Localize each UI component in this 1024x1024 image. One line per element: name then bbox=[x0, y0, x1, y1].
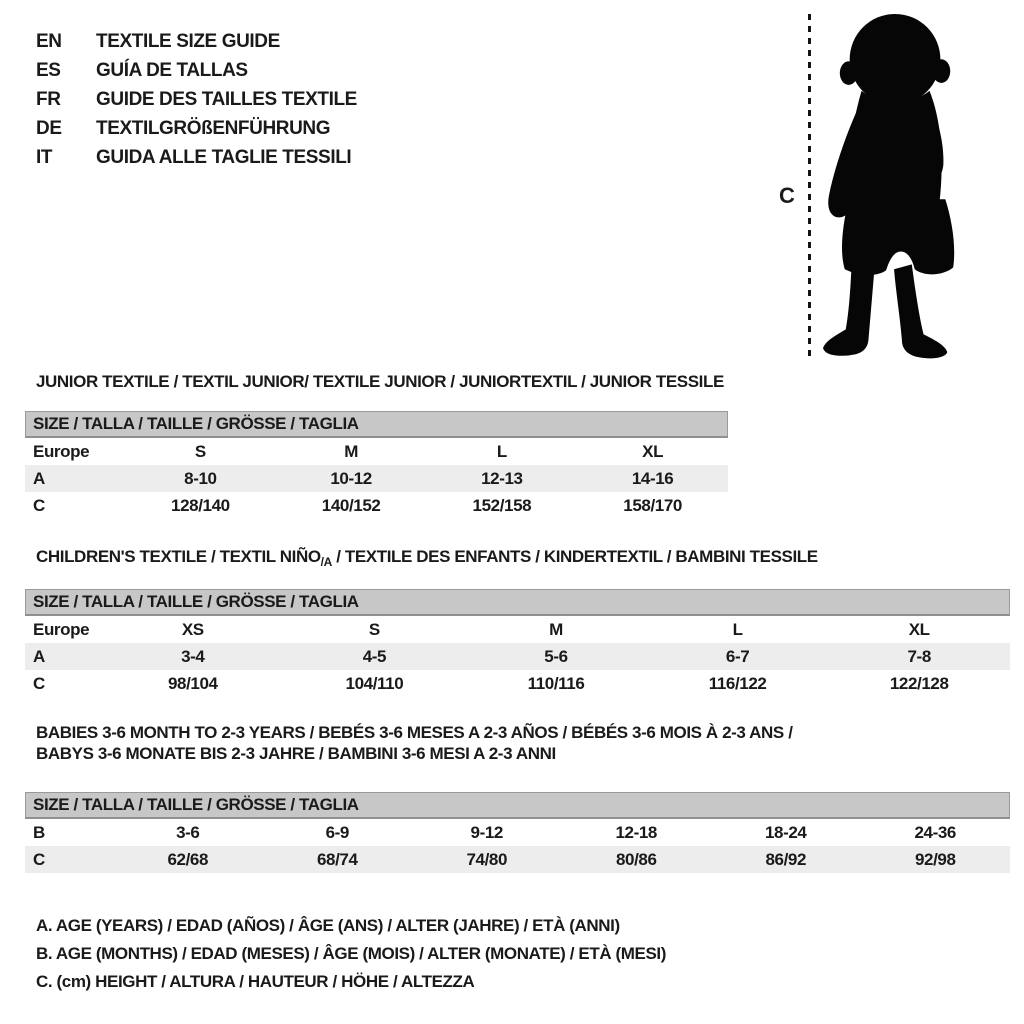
size-value: 68/74 bbox=[316, 850, 358, 869]
size-value: 10-12 bbox=[330, 469, 372, 488]
table-row: A 8-10 10-12 12-13 14-16 bbox=[25, 465, 728, 492]
children-size-table: SIZE / TALLA / TAILLE / GRÖSSE / TAGLIA … bbox=[25, 589, 1010, 697]
size-value: 110/116 bbox=[527, 674, 585, 693]
size-value: 3-4 bbox=[181, 647, 205, 666]
language-row: ES GUÍA DE TALLAS bbox=[36, 56, 357, 85]
size-value: 98/104 bbox=[167, 674, 218, 693]
size-value: 18-24 bbox=[765, 823, 807, 842]
babies-section-heading: BABIES 3-6 MONTH TO 2-3 YEARS / BEBÉS 3-… bbox=[36, 722, 793, 764]
size-value: 4-5 bbox=[362, 647, 387, 666]
size-value: XL bbox=[908, 620, 930, 639]
row-label: Europe bbox=[33, 620, 90, 639]
size-header-bar: SIZE / TALLA / TAILLE / GRÖSSE / TAGLIA bbox=[25, 589, 1010, 616]
size-value: S bbox=[194, 442, 206, 461]
size-value: XL bbox=[642, 442, 664, 461]
table-row: C 128/140 140/152 152/158 158/170 bbox=[25, 492, 728, 519]
size-header-bar: SIZE / TALLA / TAILLE / GRÖSSE / TAGLIA bbox=[25, 411, 728, 438]
row-label: C bbox=[33, 674, 45, 693]
size-value: 62/68 bbox=[167, 850, 209, 869]
row-label: C bbox=[33, 496, 45, 515]
size-value: 122/128 bbox=[889, 674, 949, 693]
size-value: 86/92 bbox=[765, 850, 807, 869]
language-code: ES bbox=[36, 59, 61, 81]
table-row: Europe XS S M L XL bbox=[25, 616, 1010, 643]
size-value: 7-8 bbox=[907, 647, 932, 666]
table-row: Europe S M L XL bbox=[25, 438, 728, 465]
language-code: FR bbox=[36, 88, 61, 110]
babies-heading-line2: BABYS 3-6 MONATE BIS 2-3 JAHRE / BAMBINI… bbox=[36, 744, 556, 763]
height-measure-label: C bbox=[779, 183, 795, 208]
size-value: 74/80 bbox=[466, 850, 508, 869]
babies-heading-line1: BABIES 3-6 MONTH TO 2-3 YEARS / BEBÉS 3-… bbox=[36, 723, 793, 742]
children-heading-text-rest: / TEXTILE DES ENFANTS / KINDERTEXTIL / B… bbox=[331, 547, 818, 566]
language-title-list: EN TEXTILE SIZE GUIDE ES GUÍA DE TALLAS FR GU… bbox=[36, 27, 357, 172]
size-header-bar: SIZE / TALLA / TAILLE / GRÖSSE / TAGLIA bbox=[25, 792, 1010, 819]
size-value: S bbox=[368, 620, 380, 639]
language-row: DE TEXTILGRÖßENFÜHRUNG bbox=[36, 114, 357, 143]
size-value: 14-16 bbox=[631, 469, 674, 488]
children-heading-subscript: /A bbox=[320, 555, 333, 569]
toddler-silhouette-icon bbox=[823, 13, 955, 359]
row-label: C bbox=[33, 850, 45, 869]
size-value: 5-6 bbox=[544, 647, 568, 666]
size-value: 6-7 bbox=[725, 647, 750, 666]
children-heading-text: CHILDREN'S TEXTILE / TEXTIL NIÑO bbox=[36, 547, 321, 566]
guide-title: GUIDE DES TAILLES TEXTILE bbox=[96, 88, 357, 110]
size-value: M bbox=[549, 620, 563, 639]
language-code: DE bbox=[36, 117, 62, 139]
guide-title: TEXTILE SIZE GUIDE bbox=[96, 30, 280, 52]
height-dotted-line bbox=[808, 14, 811, 356]
size-value: 9-12 bbox=[470, 823, 504, 842]
size-value: 104/110 bbox=[345, 674, 404, 693]
size-value: L bbox=[732, 620, 743, 639]
size-value: 140/152 bbox=[321, 496, 381, 515]
junior-size-table: SIZE / TALLA / TAILLE / GRÖSSE / TAGLIA … bbox=[25, 411, 728, 519]
row-label: A bbox=[33, 469, 45, 488]
size-value: 152/158 bbox=[472, 496, 532, 515]
size-value: 12-13 bbox=[481, 469, 523, 488]
size-value: 128/140 bbox=[171, 496, 230, 515]
language-row: FR GUIDE DES TAILLES TEXTILE bbox=[36, 85, 357, 114]
size-value: L bbox=[496, 442, 507, 461]
size-value: 8-10 bbox=[184, 469, 217, 488]
note-line: A. AGE (YEARS) / EDAD (AÑOS) / ÂGE (ANS)… bbox=[36, 916, 620, 935]
size-value: M bbox=[344, 442, 358, 461]
table-row: A 3-4 4-5 5-6 6-7 7-8 bbox=[25, 643, 1010, 670]
junior-section-heading: JUNIOR TEXTILE / TEXTIL JUNIOR/ TEXTILE … bbox=[36, 372, 724, 391]
size-value: XS bbox=[181, 620, 204, 639]
note-line: B. AGE (MONTHS) / EDAD (MESES) / ÂGE (MO… bbox=[36, 944, 666, 963]
language-row: EN TEXTILE SIZE GUIDE bbox=[36, 27, 357, 56]
size-value: 12-18 bbox=[615, 823, 658, 842]
size-value: 3-6 bbox=[176, 823, 200, 842]
row-label: Europe bbox=[33, 442, 90, 461]
table-row: B 3-6 6-9 9-12 12-18 18-24 24-36 bbox=[25, 819, 1010, 846]
note-line: C. (cm) HEIGHT / ALTURA / HAUTEUR / HÖHE… bbox=[36, 972, 475, 991]
babies-size-table: SIZE / TALLA / TAILLE / GRÖSSE / TAGLIA … bbox=[25, 792, 1010, 873]
size-value: 6-9 bbox=[325, 823, 350, 842]
guide-title: TEXTILGRÖßENFÜHRUNG bbox=[96, 117, 331, 139]
guide-title: GUIDA ALLE TAGLIE TESSILI bbox=[96, 146, 352, 168]
size-value: 24-36 bbox=[914, 823, 957, 842]
language-code: EN bbox=[36, 30, 62, 52]
size-value: 92/98 bbox=[914, 850, 956, 869]
language-code: IT bbox=[36, 146, 53, 168]
guide-title: GUÍA DE TALLAS bbox=[96, 59, 248, 81]
size-value: 80/86 bbox=[615, 850, 657, 869]
size-value: 158/170 bbox=[623, 496, 682, 515]
legend-notes: A. AGE (YEARS) / EDAD (AÑOS) / ÂGE (ANS)… bbox=[36, 912, 666, 996]
size-value: 116/122 bbox=[708, 674, 767, 693]
language-row: IT GUIDA ALLE TAGLIE TESSILI bbox=[36, 143, 357, 172]
row-label: A bbox=[33, 647, 45, 666]
table-row: C 62/68 68/74 74/80 80/86 86/92 92/98 bbox=[25, 846, 1010, 873]
row-label: B bbox=[33, 823, 45, 842]
table-row: C 98/104 104/110 110/116 116/122 122/128 bbox=[25, 670, 1010, 697]
children-section-heading: CHILDREN'S TEXTILE / TEXTIL NIÑO/A / TEX… bbox=[36, 546, 818, 573]
